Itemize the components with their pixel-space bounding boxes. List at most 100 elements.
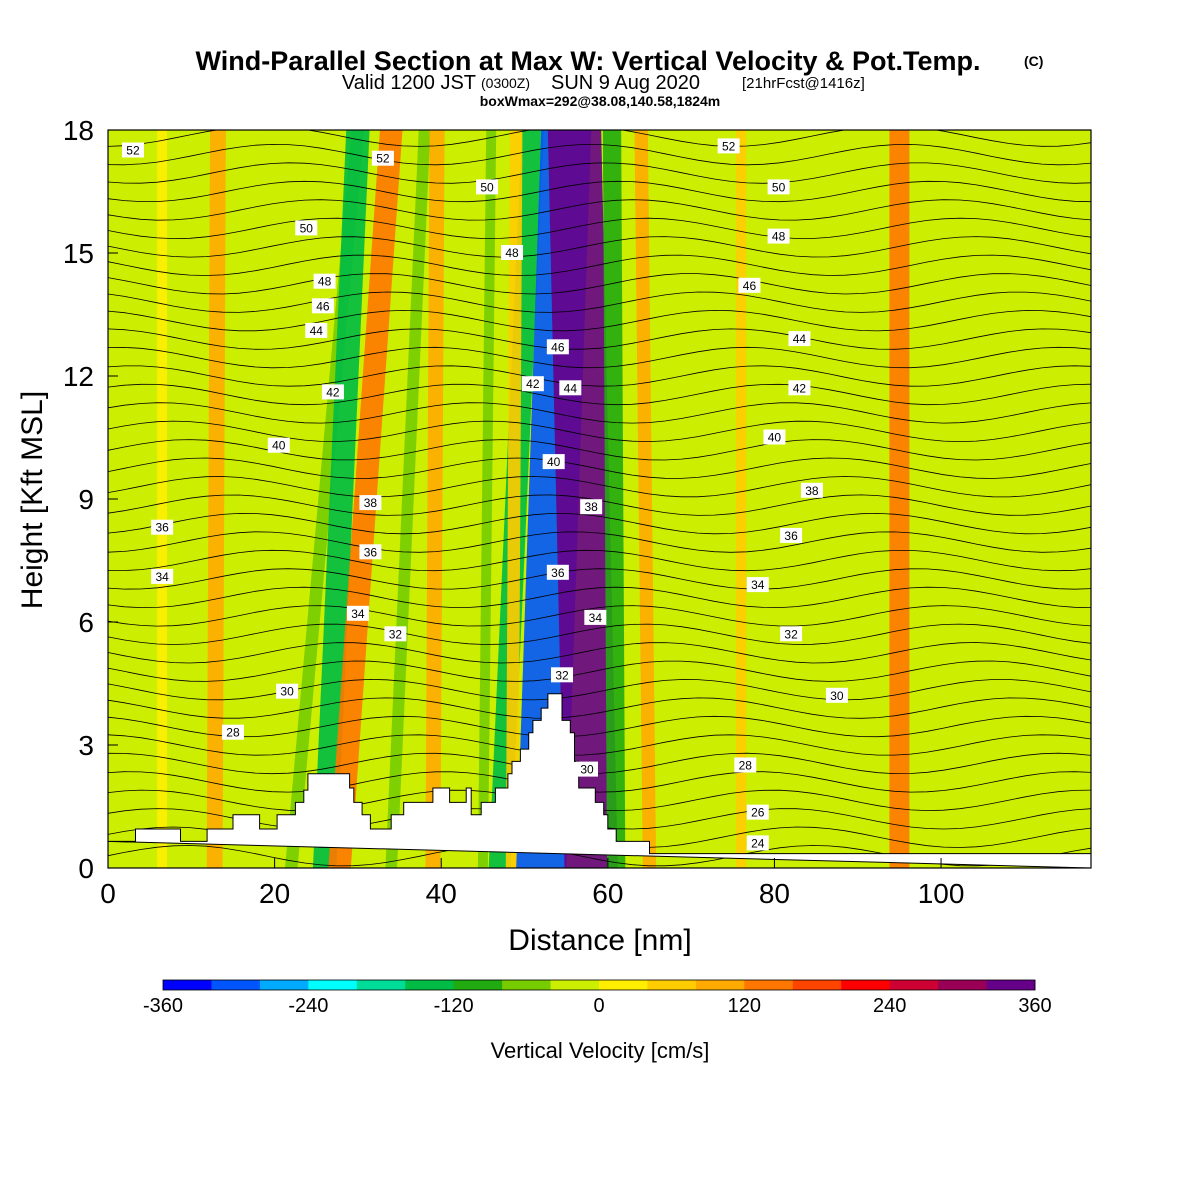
y-tick-label: 18 — [63, 115, 94, 146]
theta-label-bg — [313, 273, 336, 289]
theta-label-42-16: 42 — [321, 384, 344, 400]
theta-label-text: 38 — [584, 500, 598, 514]
theta-label-bg — [559, 380, 582, 396]
colorbar-segment — [550, 980, 600, 990]
velocity-band-1 — [157, 130, 168, 868]
theta-label-34-28: 34 — [151, 568, 174, 584]
theta-label-50-3: 50 — [476, 179, 499, 195]
theta-label-bg — [763, 429, 786, 445]
colorbar-segment — [308, 980, 358, 990]
theta-label-bg — [551, 667, 574, 683]
theta-contour-25 — [108, 383, 1091, 406]
y-tick-label: 0 — [78, 853, 94, 884]
theta-contour-13 — [108, 605, 1091, 627]
theta-label-text: 32 — [555, 668, 569, 682]
colorbar-segment — [744, 980, 794, 990]
colorbar-segment — [695, 980, 745, 990]
theta-contour-18 — [108, 512, 1091, 535]
colorbar-label: Vertical Velocity [cm/s] — [491, 1038, 710, 1063]
theta-label-46-10: 46 — [311, 298, 334, 314]
theta-label-bg — [717, 138, 740, 154]
theta-label-bg — [346, 605, 369, 621]
theta-label-34-31: 34 — [584, 609, 607, 625]
theta-label-38-22: 38 — [359, 495, 382, 511]
theta-label-30-35: 30 — [825, 687, 848, 703]
chart-title-copyright: (C) — [1024, 53, 1043, 69]
theta-label-text: 48 — [318, 275, 332, 289]
theta-label-bg — [746, 804, 769, 820]
colorbar — [162, 979, 1036, 991]
theta-label-38-23: 38 — [580, 499, 603, 515]
velocity-band-14 — [602, 130, 626, 868]
theta-label-24-41: 24 — [746, 835, 769, 851]
theta-label-bg — [788, 380, 811, 396]
theta-label-text: 30 — [580, 763, 594, 777]
theta-label-bg — [476, 179, 499, 195]
colorbar-tick-label: 0 — [593, 995, 604, 1017]
theta-label-bg — [221, 724, 244, 740]
colorbar-segment — [938, 980, 988, 990]
velocity-band-2 — [206, 130, 226, 868]
theta-label-48-8: 48 — [313, 273, 336, 289]
theta-label-text: 38 — [364, 496, 378, 510]
subtitle-utc: (0300Z) — [481, 75, 530, 91]
theta-label-text: 44 — [564, 381, 578, 395]
theta-label-bg — [267, 437, 290, 453]
theta-label-bg — [800, 482, 823, 498]
theta-label-text: 44 — [310, 324, 324, 338]
theta-label-bg — [767, 179, 790, 195]
theta-contour-17 — [108, 531, 1091, 553]
y-axis-label: Height [Kft MSL] — [16, 391, 49, 609]
theta-label-text: 40 — [768, 431, 782, 445]
theta-label-28-38: 28 — [221, 724, 244, 740]
theta-contour-7 — [108, 715, 1091, 738]
colorbar-tick-label: 120 — [728, 995, 761, 1017]
theta-contour-23 — [108, 420, 1091, 443]
theta-contour-4 — [108, 771, 1091, 793]
theta-label-bg — [305, 322, 328, 338]
theta-label-bg — [576, 761, 599, 777]
colorbar-tick-label: 240 — [873, 995, 906, 1017]
theta-label-text: 30 — [280, 685, 294, 699]
theta-label-34-29: 34 — [746, 577, 769, 593]
theta-label-bg — [542, 454, 565, 470]
theta-label-bg — [738, 277, 761, 293]
theta-label-text: 50 — [480, 180, 494, 194]
theta-label-bg — [359, 544, 382, 560]
colorbar-segment — [163, 980, 212, 990]
theta-contour-11 — [108, 642, 1091, 664]
theta-label-52-0: 52 — [121, 142, 144, 158]
theta-label-34-30: 34 — [346, 605, 369, 621]
velocity-band-17 — [889, 130, 910, 868]
colorbar-segment — [453, 980, 503, 990]
velocity-band-16 — [736, 130, 747, 868]
theta-label-text: 52 — [126, 144, 140, 158]
theta-label-text: 32 — [389, 627, 403, 641]
theta-label-text: 40 — [272, 439, 286, 453]
theta-label-text: 28 — [739, 759, 753, 773]
theta-label-40-18: 40 — [267, 437, 290, 453]
theta-contour-34 — [108, 217, 1091, 240]
theta-contour-14 — [108, 586, 1091, 609]
theta-contour-21 — [108, 457, 1091, 479]
theta-contour-15 — [108, 568, 1091, 590]
theta-contour-28 — [108, 328, 1091, 350]
theta-label-text: 52 — [376, 152, 390, 166]
theta-label-bg — [295, 220, 318, 236]
theta-label-text: 32 — [784, 627, 798, 641]
subtitle-forecast: [21hrFcst@1416z] — [742, 75, 865, 92]
velocity-band-8 — [425, 130, 445, 868]
theta-label-44-14: 44 — [559, 380, 582, 396]
theta-label-text: 28 — [226, 726, 240, 740]
theta-label-bg — [788, 331, 811, 347]
theta-label-bg — [121, 142, 144, 158]
colorbar-segment — [889, 980, 939, 990]
colorbar-tick-label: -120 — [434, 995, 474, 1017]
y-tick-label: 9 — [78, 484, 94, 515]
theta-label-42-15: 42 — [521, 376, 544, 392]
theta-label-36-25: 36 — [359, 544, 382, 560]
theta-label-text: 46 — [316, 299, 330, 313]
theta-label-bg — [276, 683, 299, 699]
velocity-band-7 — [385, 130, 431, 868]
theta-contour-29 — [108, 309, 1091, 332]
